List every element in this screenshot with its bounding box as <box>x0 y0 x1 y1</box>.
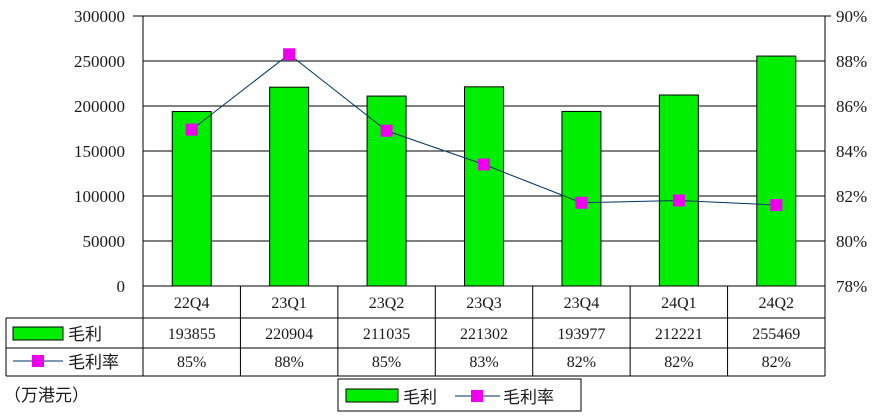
table-row-label: 毛利 <box>68 325 102 344</box>
bar <box>464 86 504 287</box>
table-cell: 83% <box>469 354 498 371</box>
margin-marker <box>380 124 393 137</box>
table-key-marker <box>32 355 44 367</box>
table-cell: 221302 <box>460 326 508 343</box>
data-table: 22Q4 23Q1 23Q2 23Q3 23Q4 24Q1 24Q2 193855 220904… <box>5 285 826 377</box>
line-series-gross-margin <box>185 48 783 211</box>
left-tick-label: 250000 <box>74 52 125 71</box>
table-cell: 193855 <box>168 326 216 343</box>
legend-key-marker <box>471 390 483 402</box>
right-tick-label: 88% <box>836 52 867 71</box>
category-label: 23Q4 <box>564 295 600 312</box>
table-cell: 255469 <box>752 326 800 343</box>
axes: 0 50000 100000 150000 200000 250000 300000 78% 8… <box>74 7 867 296</box>
table-cell: 82% <box>664 354 693 371</box>
bar-series-gross-profit <box>171 55 797 287</box>
category-label: 24Q2 <box>759 295 795 312</box>
left-tick-label: 50000 <box>83 232 126 251</box>
margin-marker <box>283 48 296 61</box>
unit-note: （万港元） <box>4 386 89 405</box>
table-cell: 211035 <box>363 326 410 343</box>
left-tick-label: 300000 <box>74 7 125 26</box>
legend-key-bar <box>345 388 399 403</box>
table-cell: 212221 <box>655 326 703 343</box>
category-label: 23Q2 <box>369 295 405 312</box>
right-tick-label: 78% <box>836 277 867 296</box>
legend: 毛利 毛利率 <box>337 378 582 412</box>
table-cell: 88% <box>274 354 303 371</box>
margin-marker <box>770 199 783 211</box>
margin-marker <box>575 196 588 209</box>
category-label: 22Q4 <box>174 295 210 312</box>
table-cell: 193977 <box>557 326 605 343</box>
right-tick-label: 80% <box>836 232 867 251</box>
bar <box>269 86 310 287</box>
bar <box>366 95 407 287</box>
left-tick-label: 150000 <box>74 142 125 161</box>
table-cell: 85% <box>372 354 401 371</box>
bar <box>658 94 699 287</box>
margin-marker <box>185 123 198 136</box>
category-label: 24Q1 <box>661 295 697 312</box>
left-tick-label: 200000 <box>74 97 125 116</box>
right-tick-label: 86% <box>836 97 867 116</box>
left-tick-label: 0 <box>117 277 126 296</box>
table-cell: 82% <box>762 354 791 371</box>
margin-marker <box>672 194 685 207</box>
table-cell: 220904 <box>265 326 313 343</box>
table-key-bar <box>12 326 64 341</box>
left-tick-label: 100000 <box>74 187 125 206</box>
right-tick-label: 84% <box>836 142 867 161</box>
legend-label: 毛利 <box>403 388 437 407</box>
legend-label: 毛利率 <box>503 388 554 407</box>
margin-marker <box>478 158 490 171</box>
right-tick-label: 82% <box>836 187 867 206</box>
table-cell: 85% <box>177 354 206 371</box>
bar <box>756 55 797 287</box>
category-label: 23Q3 <box>466 295 502 312</box>
table-row-label: 毛利率 <box>68 353 119 372</box>
category-label: 23Q1 <box>271 295 307 312</box>
bar <box>171 111 212 287</box>
right-tick-label: 90% <box>836 7 867 26</box>
table-cell: 82% <box>567 354 596 371</box>
